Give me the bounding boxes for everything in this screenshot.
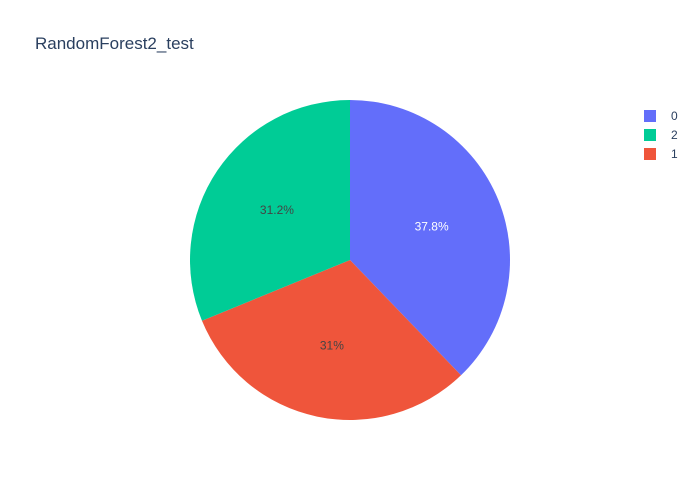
legend-item-2[interactable]: 2 <box>644 125 678 144</box>
pie-slice-0[interactable] <box>350 100 511 376</box>
pie-slice-1[interactable] <box>201 260 461 420</box>
slice-label-2: 31.2% <box>260 203 294 217</box>
legend-swatch <box>644 128 656 141</box>
legend-item-0[interactable]: 0 <box>644 106 678 125</box>
legend-label: 0 <box>671 108 678 123</box>
legend-item-1[interactable]: 1 <box>644 144 678 163</box>
legend-swatch <box>644 147 656 160</box>
slice-label-1: 31% <box>320 338 344 352</box>
legend-label: 2 <box>671 127 678 142</box>
chart-title: RandomForest2_test <box>35 34 194 53</box>
pie-slice-2[interactable] <box>189 100 350 321</box>
legend-label: 1 <box>671 146 678 161</box>
legend: 0 2 1 <box>644 106 678 163</box>
slice-label-0: 37.8% <box>415 219 449 233</box>
legend-swatch <box>644 109 656 122</box>
